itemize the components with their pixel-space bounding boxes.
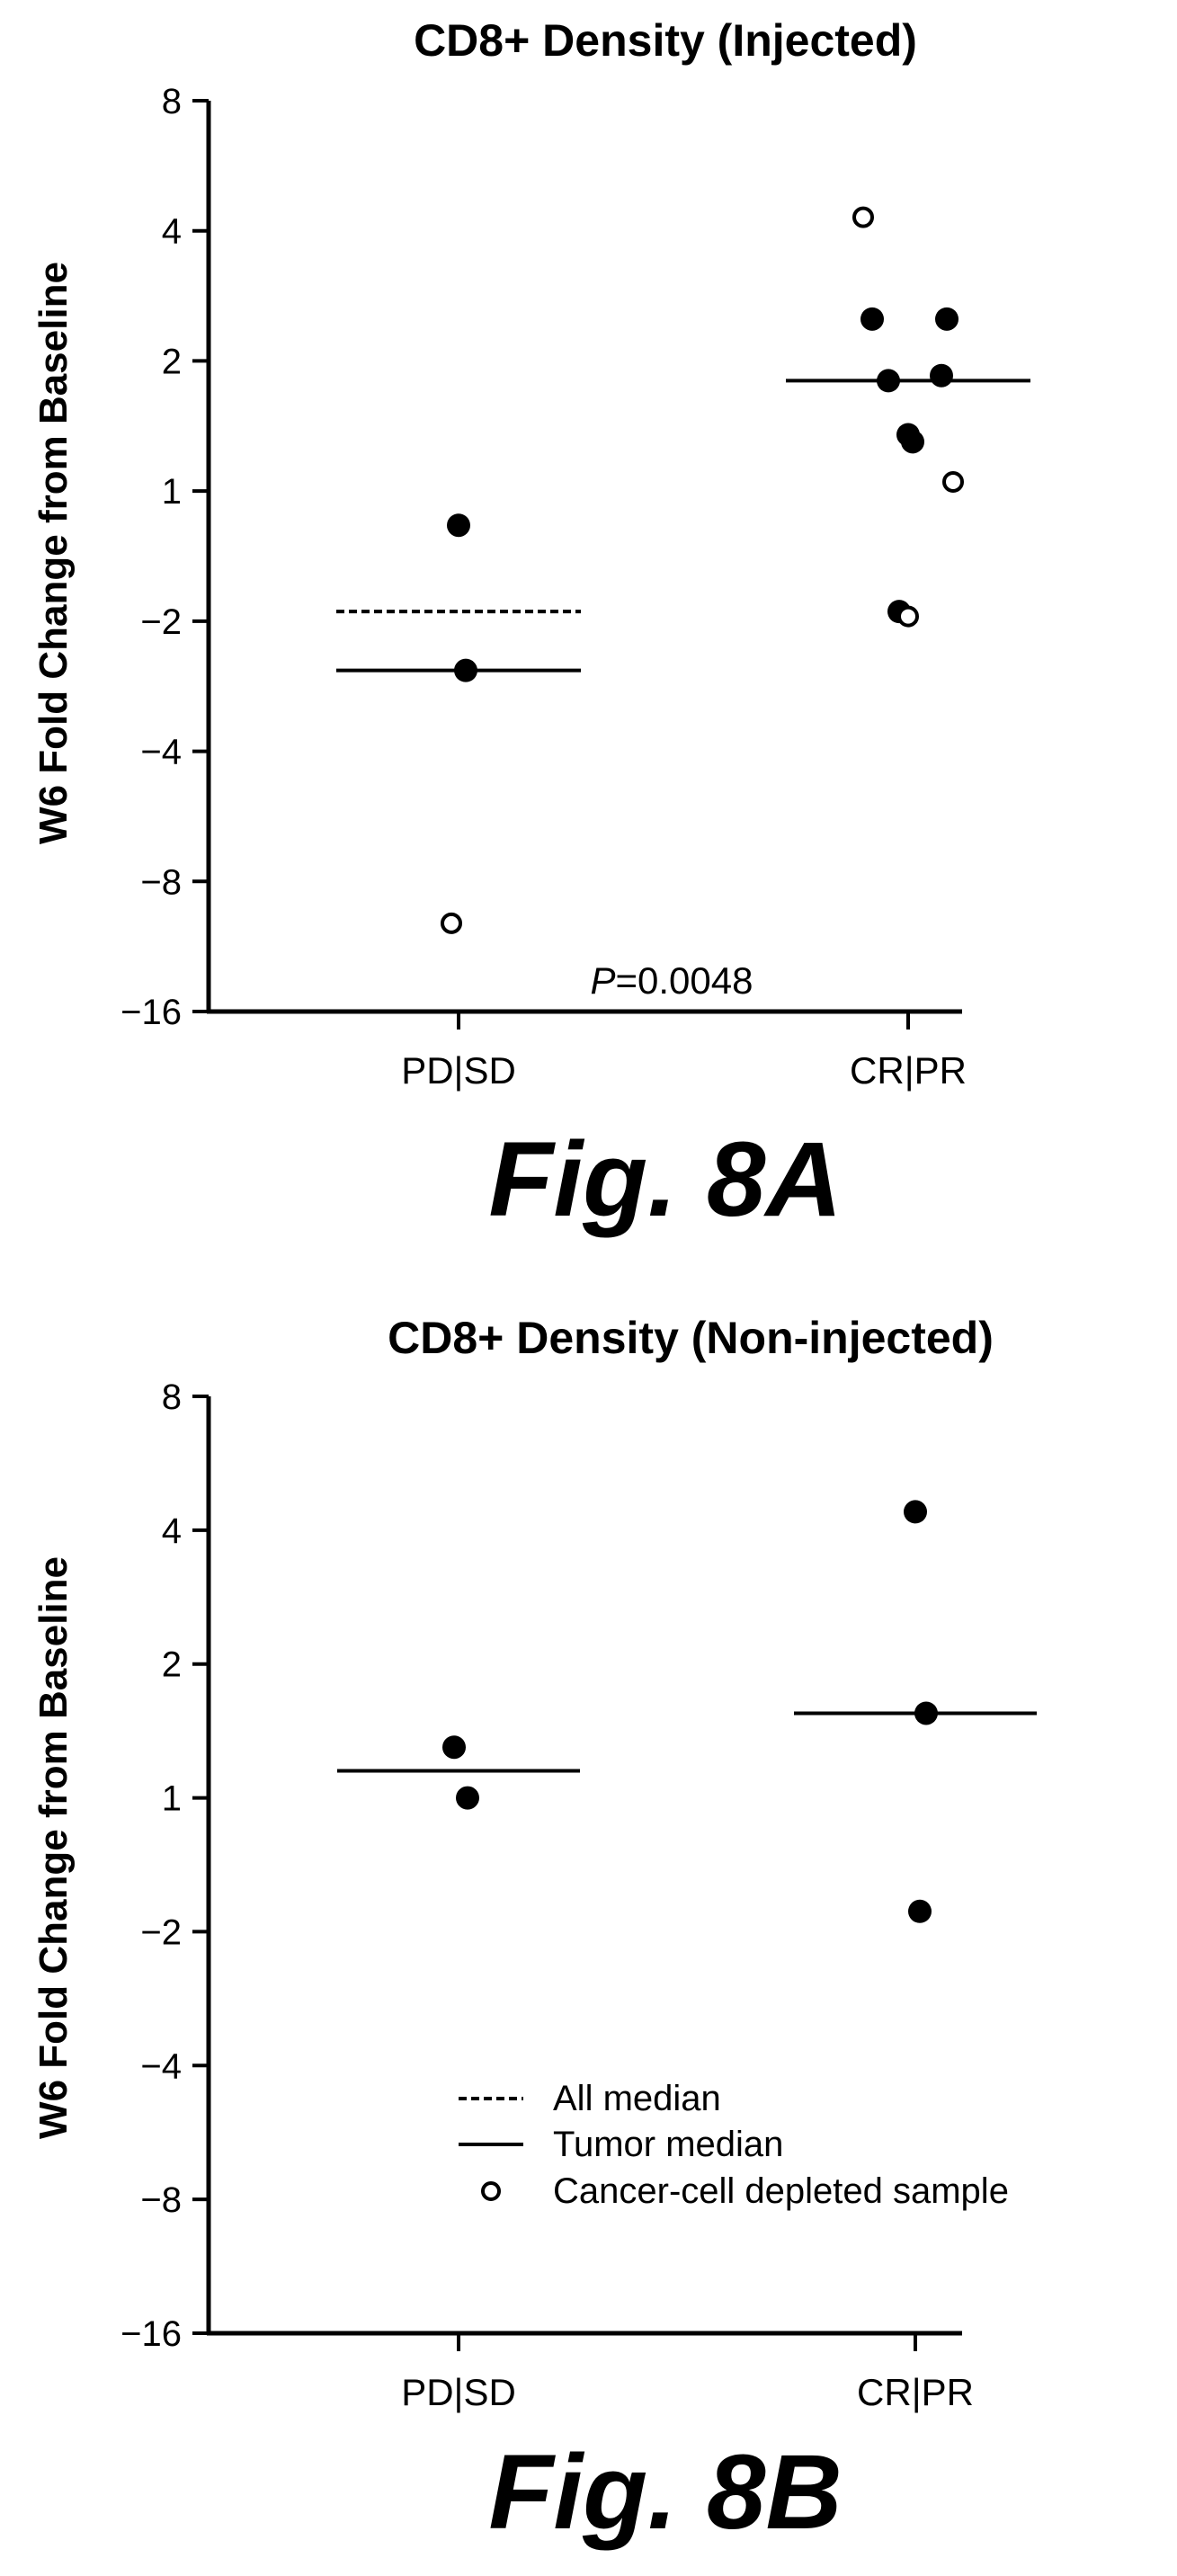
median-lines [336,379,1030,673]
x-tick-label: CR|PR [850,1049,967,1092]
y-tick-labels: 8 4 2 1 −2 −4 −8 −16 [120,1377,209,2354]
legend: All median Tumor median Cancer-cell depl… [459,2079,1009,2211]
y-tick-label: 4 [162,212,182,252]
y-tick-label: 4 [162,1511,182,1551]
data-point-filled [908,1899,932,1923]
x-tick-labels: PD|SD CR|PR [401,2333,974,2413]
y-tick-label: 2 [162,1645,182,1685]
y-tick-label: −2 [140,602,182,642]
y-tick-label: −4 [140,2046,182,2086]
data-point-open [441,912,462,934]
data-point-filled [454,658,477,682]
legend-label: Cancer-cell depleted sample [553,2171,1009,2211]
chart-title: CD8+ Density (Injected) [414,15,917,66]
data-point-filled [447,513,470,538]
axes [206,1396,962,2336]
legend-label: All median [553,2079,721,2118]
data-point-filled [930,363,953,388]
y-tick-label: 1 [162,472,182,512]
y-axis-label: W6 Fold Change from Baseline [31,1556,76,2139]
x-tick-label: CR|PR [857,2371,974,2413]
data-point-filled [904,1500,927,1524]
y-tick-labels: 8 4 2 1 −2 −4 −8 −16 [120,82,209,1032]
y-axis-label: W6 Fold Change from Baseline [31,262,76,844]
y-tick-label: −16 [120,2314,182,2354]
axes [206,101,962,1014]
chart-title: CD8+ Density (Non-injected) [388,1313,994,1363]
figure-label: Fig. 8B [488,2433,842,2552]
y-tick-label: 1 [162,1779,182,1819]
data-point-filled [877,369,900,393]
y-tick-label: −16 [120,993,182,1032]
figure-label: Fig. 8A [488,1120,842,1239]
chart-8b: CD8+ Density (Non-injected) W6 Fold Chan… [31,1313,1037,2552]
data-point-open [897,605,919,628]
data-point-open [942,470,964,493]
legend-open-circle-swatch [481,2181,501,2201]
data-points [441,206,964,934]
y-tick-label: −8 [140,2180,182,2220]
x-tick-label: PD|SD [401,1049,516,1092]
x-tick-label: PD|SD [401,2371,516,2413]
y-tick-label: −8 [140,862,182,902]
y-tick-label: 8 [162,82,182,121]
legend-label: Tumor median [553,2125,783,2164]
data-point-filled [914,1701,938,1725]
data-point-filled [935,307,959,331]
x-tick-labels: PD|SD CR|PR [401,1012,967,1092]
p-value-annotation: P=0.0048 [590,959,753,1002]
y-tick-label: −2 [140,1912,182,1952]
data-point-open [852,206,874,228]
data-point-filled [442,1735,466,1760]
chart-8a: CD8+ Density (Injected) W6 Fold Change f… [31,15,1030,1239]
y-tick-label: 8 [162,1377,182,1417]
data-point-filled [860,307,884,331]
data-point-filled [456,1786,479,1810]
y-tick-label: 2 [162,342,182,381]
y-tick-label: −4 [140,733,182,772]
data-points [442,1500,938,1923]
data-point-filled [896,423,920,447]
